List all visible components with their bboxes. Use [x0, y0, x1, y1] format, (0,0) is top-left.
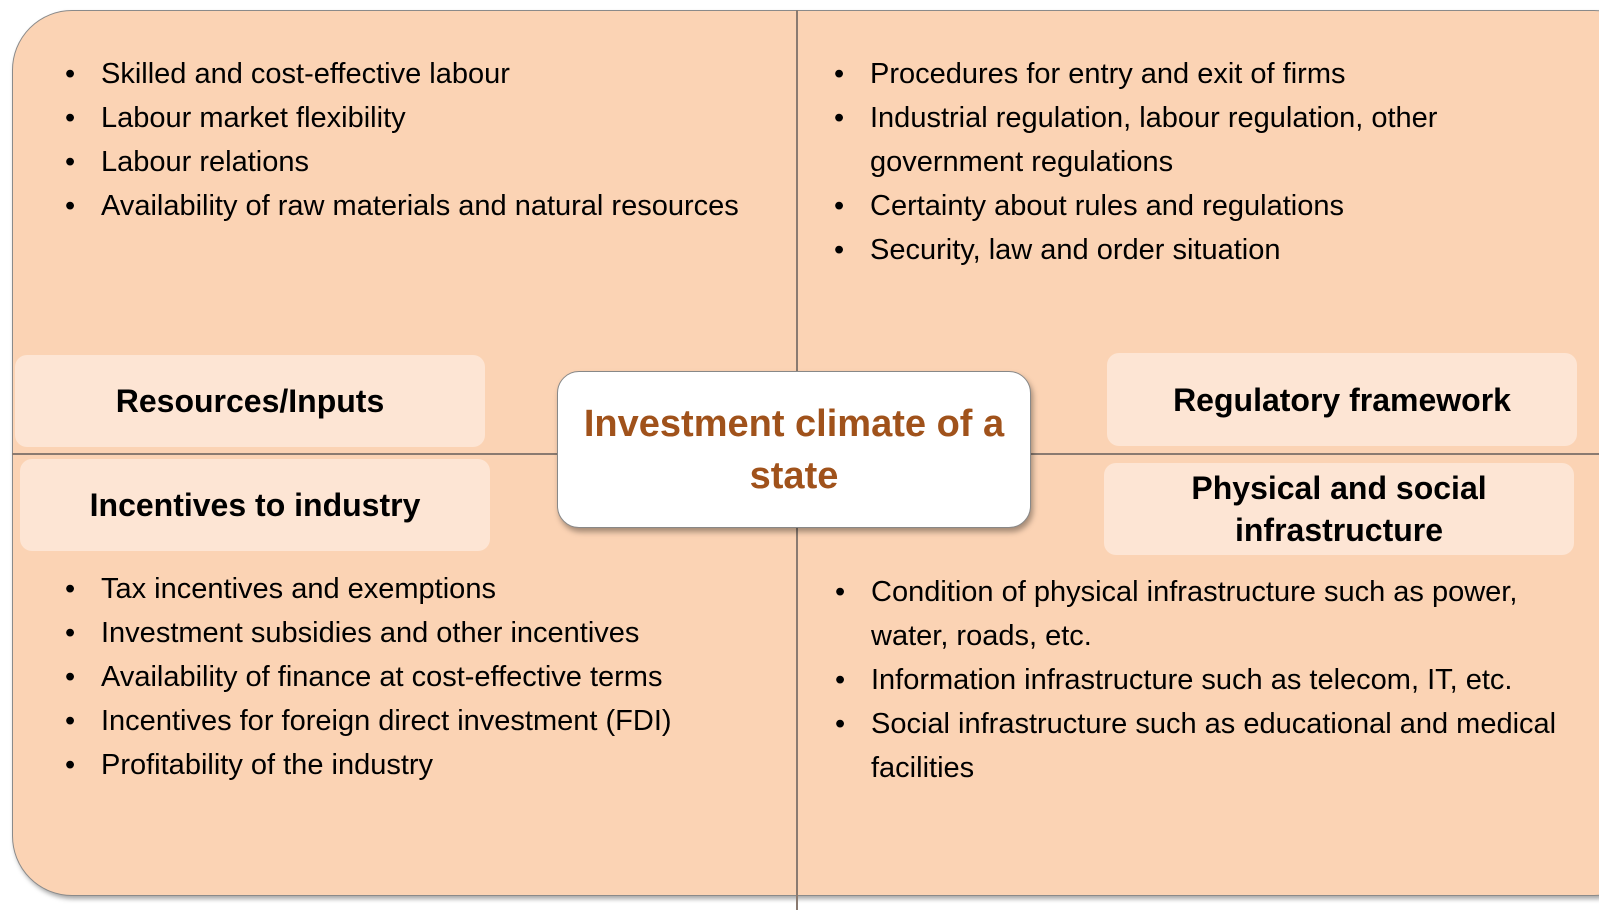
- bullet-item: Profitability of the industry: [65, 743, 801, 787]
- bullet-item: Industrial regulation, labour regulation…: [834, 96, 1520, 184]
- bullet-list: Condition of physical infrastructure suc…: [835, 570, 1561, 790]
- bullet-item: Tax incentives and exemptions: [65, 567, 801, 611]
- bullet-item: Certainty about rules and regulations: [834, 184, 1520, 228]
- bullet-item: Labour relations: [65, 140, 761, 184]
- quadrant-label: Physical and social infrastructure: [1104, 463, 1574, 555]
- bullet-item: Social infrastructure such as educationa…: [835, 702, 1561, 790]
- bullet-item: Skilled and cost-effective labour: [65, 52, 761, 96]
- bullet-list: Procedures for entry and exit of firmsIn…: [834, 52, 1520, 272]
- bullet-list: Skilled and cost-effective labourLabour …: [65, 52, 761, 228]
- center-box: Investment climate of a state: [557, 371, 1031, 528]
- quadrant-label: Regulatory framework: [1107, 353, 1577, 446]
- bullet-item: Condition of physical infrastructure suc…: [835, 570, 1561, 658]
- bullet-item: Incentives for foreign direct investment…: [65, 699, 801, 743]
- quadrant-label: Resources/Inputs: [15, 355, 485, 447]
- bullet-list: Tax incentives and exemptionsInvestment …: [65, 567, 801, 787]
- quadrant-label: Incentives to industry: [20, 459, 490, 551]
- bullet-item: Security, law and order situation: [834, 228, 1520, 272]
- bullet-item: Information infrastructure such as telec…: [835, 658, 1561, 702]
- bullet-item: Investment subsidies and other incentive…: [65, 611, 801, 655]
- bullet-item: Availability of raw materials and natura…: [65, 184, 761, 228]
- center-title: Investment climate of a state: [583, 402, 1005, 497]
- bullet-item: Labour market flexibility: [65, 96, 761, 140]
- bullet-item: Procedures for entry and exit of firms: [834, 52, 1520, 96]
- bullet-item: Availability of finance at cost-effectiv…: [65, 655, 801, 699]
